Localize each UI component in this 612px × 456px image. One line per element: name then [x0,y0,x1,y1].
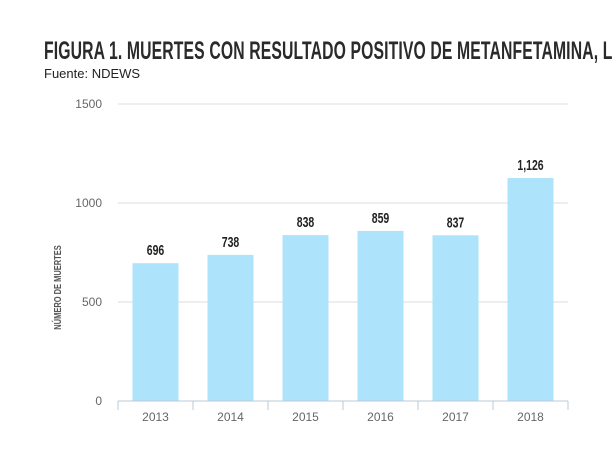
chart-title: FIGURA 1. MUERTES CON RESULTADO POSITIVO… [44,37,612,65]
bar-2013 [132,263,179,401]
bar-2018 [507,178,554,401]
data-label: 696 [147,241,165,258]
data-label: 738 [222,233,240,250]
y-tick-label: 1500 [75,97,102,111]
x-tick-label: 2018 [517,410,544,424]
data-label: 859 [372,209,390,226]
x-tick-label: 2016 [367,410,394,424]
y-axis-label: NÚMERO DE MUERTES [51,245,63,330]
data-label: 1,126 [517,156,543,173]
chart-subtitle: Fuente: NDEWS [44,66,141,81]
y-tick-label: 500 [82,295,102,309]
bar-2015 [282,235,329,401]
y-tick-label: 1000 [75,196,102,210]
x-tick-label: 2014 [217,410,244,424]
data-label: 837 [447,213,465,230]
x-tick-label: 2013 [142,410,169,424]
bar-2014 [207,254,254,401]
x-tick-label: 2015 [292,410,319,424]
y-tick-label: 0 [95,394,102,408]
data-label: 838 [297,213,315,230]
bar-2017 [432,235,479,401]
x-tick-label: 2017 [442,410,469,424]
bar-2016 [357,230,404,401]
